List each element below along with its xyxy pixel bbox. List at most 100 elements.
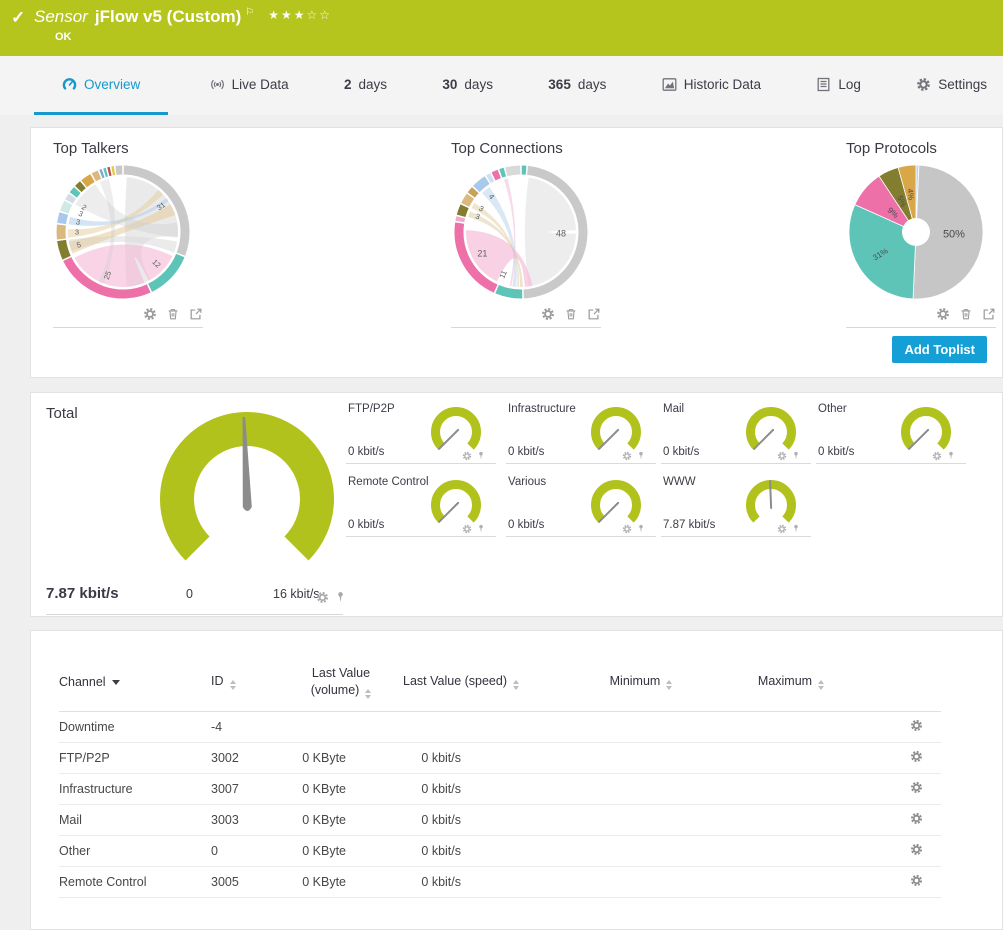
gauge-www: WWW 7.87 kbit/s	[661, 474, 811, 537]
gauge-actions	[462, 451, 486, 461]
delete-trash-icon[interactable]	[959, 307, 973, 321]
tab-365-days[interactable]: 365 days	[534, 56, 620, 115]
column-header-label: ID	[211, 674, 224, 689]
toplist-top-talkers: Top Talkers 31 12 25 5 3 3 3 2	[53, 140, 203, 328]
gauge-channel-label: Infrastructure	[508, 403, 576, 415]
settings-gear-icon[interactable]	[932, 451, 942, 461]
delete-trash-icon[interactable]	[166, 307, 180, 321]
cell-channel: Remote Control	[59, 866, 211, 898]
channel-settings-gear-icon[interactable]	[910, 874, 923, 887]
tab-2-days[interactable]: 2 days	[330, 56, 401, 115]
cell-min	[541, 835, 741, 867]
top-talkers-chart[interactable]: 31 12 25 5 3 3 3 2	[53, 162, 193, 302]
gauge-dial	[745, 406, 797, 463]
settings-gear-icon[interactable]	[936, 307, 950, 321]
column-header-maximum[interactable]: Maximum	[741, 653, 841, 712]
tab-log[interactable]: Log	[802, 56, 875, 115]
cell-channel: Mail	[59, 804, 211, 836]
cell-channel: Downtime	[59, 711, 211, 743]
channel-settings-gear-icon[interactable]	[910, 843, 923, 856]
tab-historic-data[interactable]: Historic Data	[648, 56, 775, 115]
settings-settings-gear-icon	[916, 77, 931, 92]
column-header-last-value-volume-[interactable]: Last Value (volume)	[301, 653, 381, 712]
column-header-actions	[841, 653, 941, 712]
settings-gear-icon[interactable]	[462, 524, 472, 534]
gauge-channel-value: 0 kbit/s	[348, 446, 385, 458]
gauge-dial	[900, 406, 952, 463]
settings-gear-icon[interactable]	[777, 451, 787, 461]
svg-text:3: 3	[75, 217, 81, 227]
cell-channel: Infrastructure	[59, 773, 211, 805]
channel-settings-gear-icon[interactable]	[910, 781, 923, 794]
cell-speed: 0 kbit/s	[381, 742, 541, 774]
gauge-channel-value: 7.87 kbit/s	[663, 519, 716, 531]
channel-table-panel: Channel ID Last Value (volume) Last Value (…	[30, 630, 1003, 930]
settings-gear-icon[interactable]	[622, 524, 632, 534]
gauge-channel-label: Various	[508, 476, 547, 488]
sort-arrow	[666, 686, 673, 691]
tab-live-data[interactable]: Live Data	[196, 56, 303, 115]
svg-text:50%: 50%	[943, 229, 965, 241]
channel-settings-gear-icon[interactable]	[910, 812, 923, 825]
tab-overview[interactable]: Overview	[34, 56, 169, 115]
table-row: Downtime -4	[59, 711, 941, 743]
svg-text:3: 3	[477, 204, 485, 214]
column-header-channel[interactable]: Channel	[59, 653, 211, 712]
open-external-icon[interactable]	[587, 307, 601, 321]
cell-actions	[841, 804, 941, 836]
sort-arrow	[818, 680, 825, 685]
pin-icon[interactable]	[791, 524, 801, 534]
settings-gear-icon[interactable]	[541, 307, 555, 321]
pin-icon[interactable]	[791, 451, 801, 461]
add-toplist-button[interactable]: Add Toplist	[892, 336, 987, 363]
cell-min	[541, 711, 741, 743]
cell-volume: 0 KByte	[301, 804, 381, 836]
column-header-label: Channel	[59, 674, 106, 689]
settings-gear-icon[interactable]	[316, 591, 329, 604]
top-connections-chart[interactable]: 48 21 3 3 4 11	[451, 162, 591, 302]
pin-icon[interactable]	[334, 591, 347, 604]
gauge-dial	[590, 406, 642, 463]
cell-min	[541, 742, 741, 774]
open-external-icon[interactable]	[982, 307, 996, 321]
tab-settings[interactable]: Settings	[902, 56, 1001, 115]
column-header-last-value-speed-[interactable]: Last Value (speed)	[381, 653, 541, 712]
channel-settings-gear-icon[interactable]	[910, 719, 923, 732]
gauge-actions	[932, 451, 956, 461]
sort-arrow	[666, 680, 673, 685]
pin-icon[interactable]	[476, 524, 486, 534]
tab-30-days[interactable]: 30 days	[428, 56, 507, 115]
gauge-channel-value: 0 kbit/s	[818, 446, 855, 458]
gauge-channel-label: FTP/P2P	[348, 403, 395, 415]
pin-icon[interactable]	[636, 451, 646, 461]
cell-volume: 0 KByte	[301, 835, 381, 867]
cell-speed: 0 kbit/s	[381, 866, 541, 898]
tab-label: Overview	[84, 76, 141, 92]
cell-max	[741, 804, 841, 836]
top-protocols-chart[interactable]: 50% 31% 9% 5% 4%	[846, 162, 986, 302]
settings-gear-icon[interactable]	[777, 524, 787, 534]
tab-bar: Overview Live Data 2 days 30 days 365 days Histo…	[0, 56, 1003, 115]
pin-icon[interactable]	[636, 524, 646, 534]
delete-trash-icon[interactable]	[564, 307, 578, 321]
gauge-infrastructure: Infrastructure 0 kbit/s	[506, 401, 656, 464]
pin-icon[interactable]	[476, 451, 486, 461]
cell-channel: Other	[59, 835, 211, 867]
pin-icon[interactable]	[946, 451, 956, 461]
settings-gear-icon[interactable]	[143, 307, 157, 321]
channel-settings-gear-icon[interactable]	[910, 750, 923, 763]
priority-flag-icon[interactable]: ⚐	[245, 7, 255, 18]
toplist-title: Top Connections	[451, 140, 563, 157]
priority-stars[interactable]: ★★★☆☆	[268, 8, 333, 22]
column-header-id[interactable]: ID	[211, 653, 301, 712]
svg-text:21: 21	[477, 248, 487, 258]
open-external-icon[interactable]	[189, 307, 203, 321]
total-gauge-actions	[316, 591, 347, 604]
settings-gear-icon[interactable]	[462, 451, 472, 461]
column-header-minimum[interactable]: Minimum	[541, 653, 741, 712]
settings-gear-icon[interactable]	[622, 451, 632, 461]
cell-speed: 0 kbit/s	[381, 804, 541, 836]
gauge-remote-control: Remote Control 0 kbit/s	[346, 474, 496, 537]
sort-both-icon	[818, 680, 825, 691]
svg-text:48: 48	[556, 228, 566, 238]
